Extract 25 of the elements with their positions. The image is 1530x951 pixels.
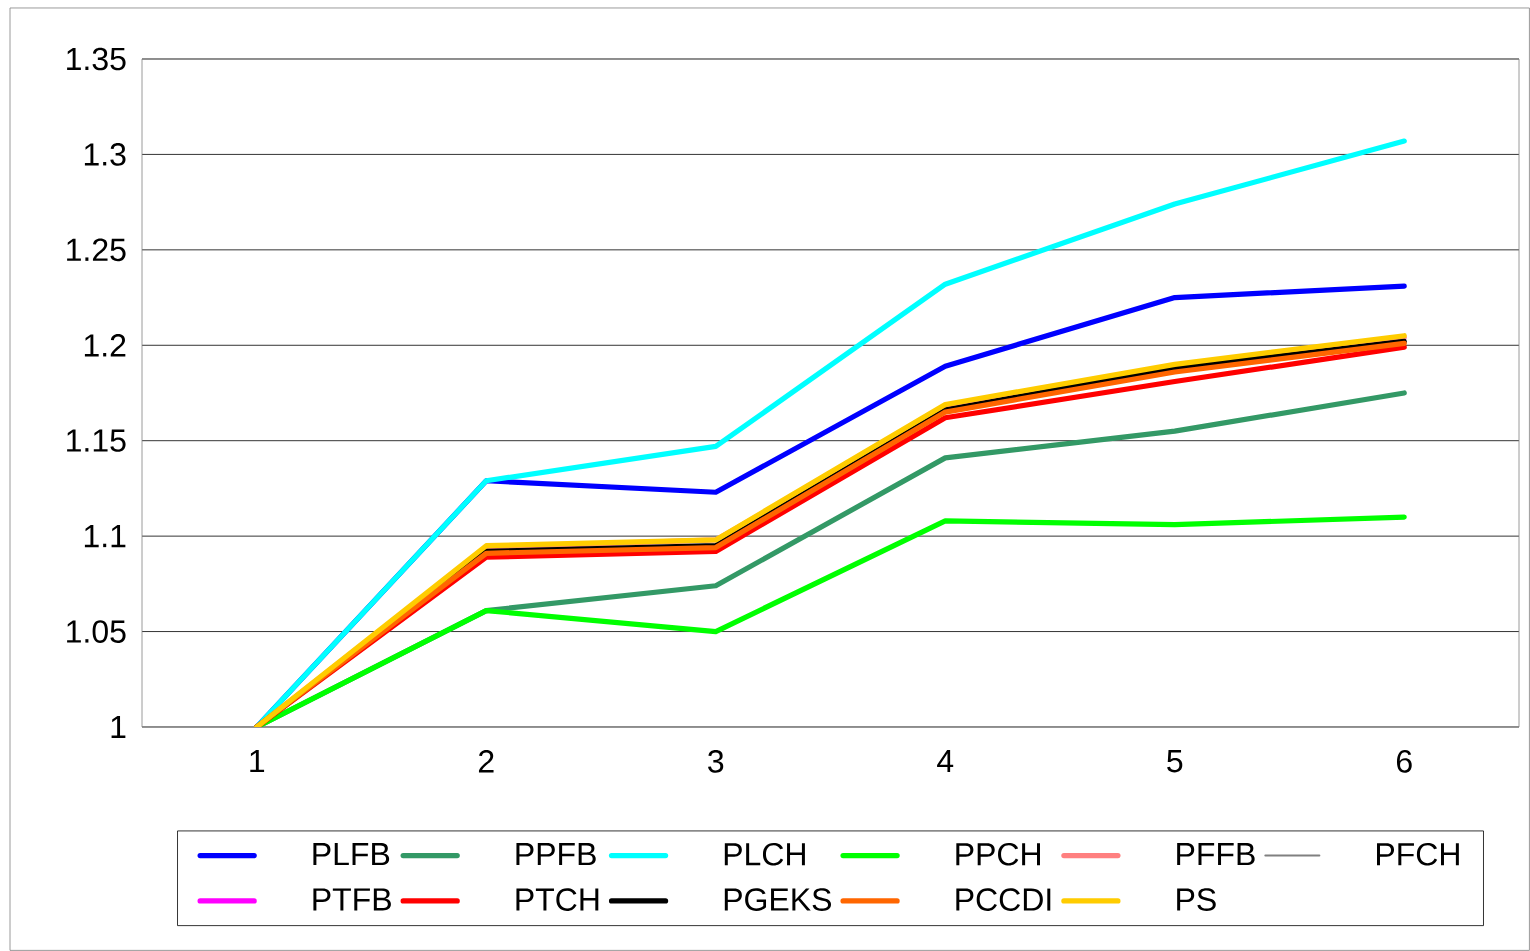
y-tick-label: 1.2 bbox=[84, 334, 126, 357]
y-tick-label: 1.25 bbox=[67, 238, 126, 262]
x-tick-label: 2 bbox=[478, 750, 494, 773]
y-tick-label: 1.35 bbox=[67, 47, 126, 71]
legend-label: PS bbox=[1177, 888, 1216, 911]
y-tick-label: 1.3 bbox=[84, 143, 126, 166]
y-tick-label: 1 bbox=[111, 715, 126, 738]
legend-label: PGEKS bbox=[724, 888, 831, 911]
x-tick-label: 3 bbox=[708, 750, 724, 773]
legend-label: PLFB bbox=[313, 843, 390, 866]
legend-label: PCCDI bbox=[956, 888, 1051, 911]
legend-label: PTFB bbox=[313, 888, 391, 911]
x-tick-label: 5 bbox=[1167, 750, 1183, 773]
legend-label: PPFB bbox=[516, 843, 596, 866]
legend-label: PFFB bbox=[1177, 843, 1255, 866]
legend-label: PPCH bbox=[956, 842, 1040, 866]
y-tick-label: 1.1 bbox=[84, 525, 126, 548]
y-tick-label: 1.05 bbox=[67, 620, 126, 643]
x-tick-label: 1 bbox=[250, 750, 265, 773]
y-tick-label: 1.15 bbox=[67, 429, 126, 452]
x-tick-label: 6 bbox=[1396, 750, 1412, 773]
legend-label: PLCH bbox=[724, 842, 805, 866]
legend-label: PFCH bbox=[1377, 842, 1459, 866]
legend-label: PTCH bbox=[516, 888, 599, 911]
x-tick-label: 4 bbox=[937, 750, 954, 773]
